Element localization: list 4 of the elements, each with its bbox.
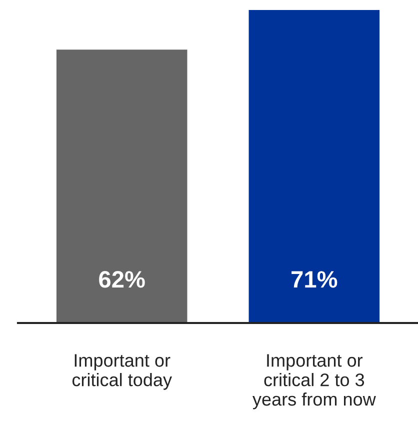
x-tick-label: Important or critical 2 to 3 years from now [252,354,376,410]
data-label: 62% [99,271,145,288]
x-tick-label: Important or critical today [72,354,172,390]
data-label: 71% [292,271,338,288]
